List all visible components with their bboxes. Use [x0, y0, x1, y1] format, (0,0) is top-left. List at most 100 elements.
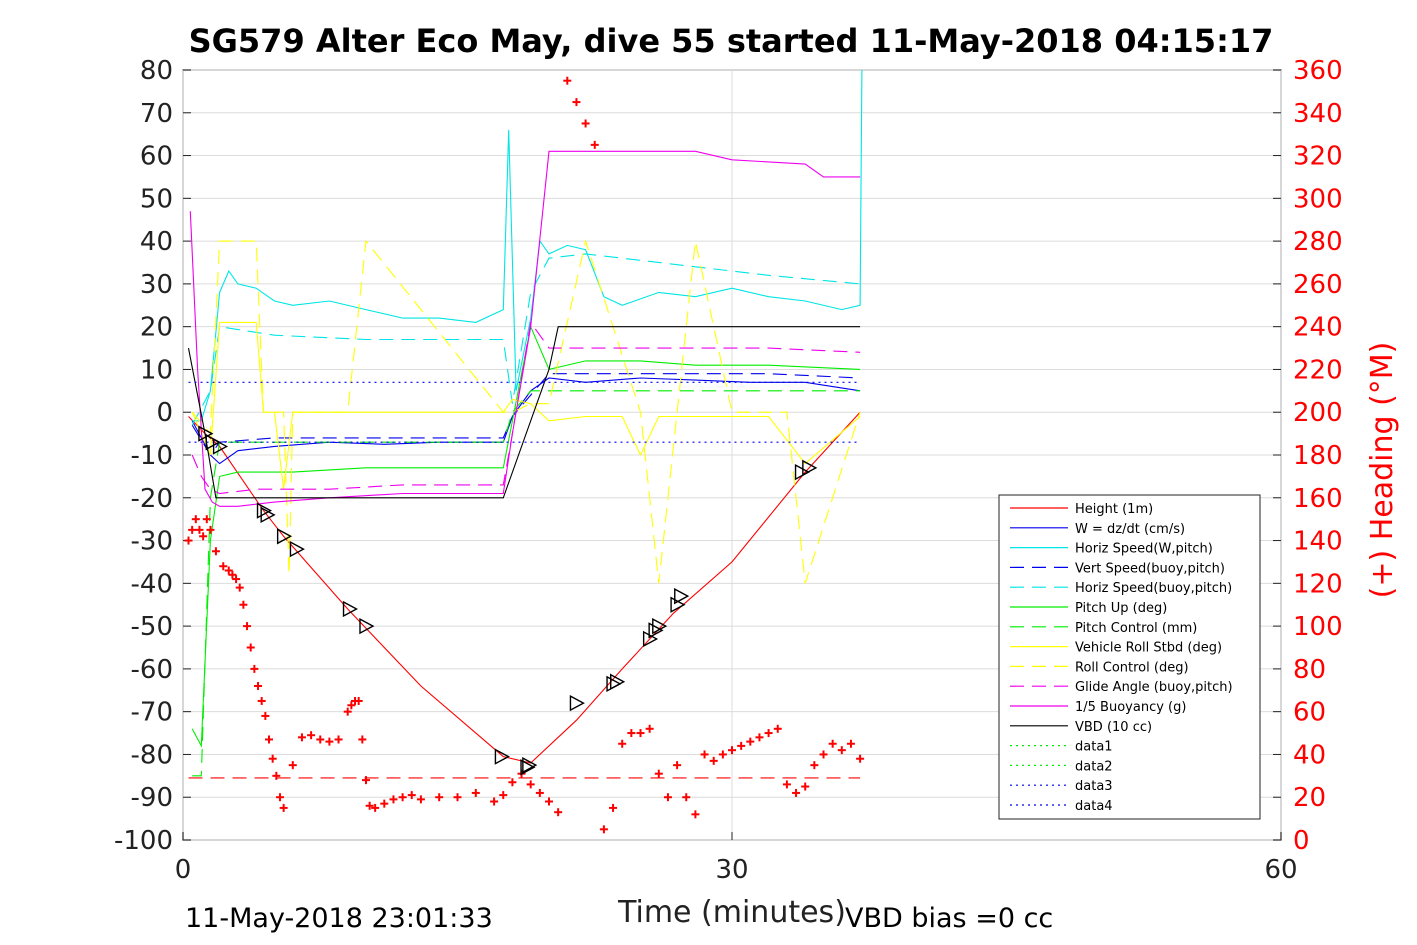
legend-label: data1: [1075, 740, 1113, 755]
left-tick-label: -80: [131, 740, 173, 770]
heading-point: [792, 788, 801, 797]
heading-point: [545, 797, 553, 806]
triangle-marker: [569, 694, 585, 712]
heading-point: [554, 808, 563, 817]
heading-point: [691, 810, 700, 819]
series-line-horiz-speed-buoy-pitch: [191, 253, 861, 426]
right-tick-label: 60: [1293, 698, 1326, 728]
heading-point: [755, 733, 764, 742]
heading-point: [645, 724, 654, 733]
left-tick-label: -50: [131, 612, 173, 642]
heading-point: [435, 793, 444, 802]
series-line-vehicle-roll-stbd-deg: [191, 321, 861, 490]
heading-point: [211, 547, 220, 556]
left-tick-label: 70: [140, 99, 173, 129]
legend-label: Vert Speed(buoy,pitch): [1075, 561, 1225, 576]
heading-points: [184, 76, 865, 834]
left-tick-label: -90: [131, 783, 173, 813]
legend-label: Roll Control (deg): [1075, 660, 1189, 675]
x-tick-label: 60: [1264, 855, 1297, 885]
right-tick-label: 40: [1293, 740, 1326, 770]
heading-point: [261, 711, 270, 720]
left-tick-label: 10: [140, 355, 173, 385]
heading-point: [362, 776, 370, 785]
heading-point: [746, 737, 755, 746]
heading-point: [206, 525, 215, 534]
heading-point: [279, 803, 288, 812]
right-y-axis: 3603403203002802602402202001801601401201…: [1273, 56, 1343, 856]
legend-label: Horiz Speed(buoy,pitch): [1075, 581, 1232, 596]
triangle-marker: [520, 759, 536, 776]
heading-point: [856, 754, 865, 763]
left-y-axis: 80 70 60 50 40 30 20 10 0 -10 -20 -30 -40 -50 -60 -70 -8…: [114, 56, 191, 856]
heading-point: [246, 643, 255, 652]
heading-point: [224, 566, 233, 575]
triangle-marker: [610, 673, 626, 690]
heading-point: [563, 76, 572, 85]
triangle-marker: [289, 540, 305, 558]
heading-point: [764, 729, 773, 738]
heading-point: [773, 724, 782, 733]
heading-point: [268, 754, 277, 763]
heading-point: [316, 735, 325, 744]
heading-point: [682, 793, 691, 802]
right-axis-label: (+) Heading (°M): [1365, 342, 1400, 599]
heading-point: [239, 600, 248, 609]
footer-timestamp: 11-May-2018 23:01:33: [185, 903, 493, 934]
legend-label: 1/5 Buoyancy (g): [1075, 700, 1186, 715]
legend-label: VBD (10 cc): [1075, 720, 1152, 735]
triangle-marker: [276, 528, 293, 545]
triangle-marker: [260, 506, 276, 524]
heading-point: [199, 532, 208, 541]
left-tick-label: -70: [131, 698, 173, 728]
triangle-marker: [212, 438, 229, 455]
legend-label: Pitch Control (mm): [1075, 621, 1197, 636]
heading-point: [219, 562, 228, 571]
right-tick-label: 320: [1293, 142, 1343, 172]
heading-point: [819, 750, 828, 759]
heading-point: [609, 803, 618, 812]
heading-point: [272, 771, 281, 780]
legend-label: Pitch Up (deg): [1075, 601, 1167, 616]
left-tick-label: 40: [140, 227, 173, 257]
right-tick-label: 80: [1293, 655, 1326, 685]
triangle-marker: [494, 748, 510, 765]
heading-point: [232, 575, 241, 584]
triangle-marker: [198, 425, 214, 442]
legend-label: Vehicle Roll Stbd (deg): [1075, 641, 1222, 656]
series-line-1-5-buoyancy-g: [189, 150, 861, 507]
triangle-marker: [342, 600, 359, 618]
heading-point: [837, 746, 846, 755]
heading-point: [250, 664, 259, 673]
heading-point: [235, 583, 244, 592]
heading-point: [572, 98, 581, 107]
legend-box: [998, 494, 1261, 820]
heading-point: [810, 761, 819, 770]
right-tick-label: 0: [1293, 826, 1310, 856]
heading-point: [343, 707, 352, 716]
heading-point: [365, 801, 374, 810]
heading-point: [599, 825, 608, 834]
heading-point: [627, 729, 636, 738]
heading-point: [191, 515, 200, 524]
heading-point: [334, 735, 343, 744]
triangle-marker: [359, 617, 375, 635]
heading-point: [371, 803, 380, 812]
heading-point: [499, 791, 508, 800]
right-tick-label: 200: [1293, 398, 1343, 428]
footer-vbd-bias: VBD bias =0 cc: [845, 903, 1053, 934]
heading-point: [663, 793, 672, 802]
heading-point: [347, 701, 356, 710]
triangle-marker: [256, 502, 272, 519]
heading-point: [265, 735, 274, 744]
heading-point: [325, 737, 334, 746]
heading-point: [654, 769, 663, 778]
right-tick-label: 100: [1293, 612, 1343, 642]
heading-point: [243, 622, 252, 631]
left-tick-label: 80: [140, 56, 173, 86]
heading-point: [728, 746, 736, 755]
series-lines: [187, 69, 863, 779]
heading-point: [407, 791, 416, 800]
right-tick-label: 120: [1293, 569, 1343, 599]
